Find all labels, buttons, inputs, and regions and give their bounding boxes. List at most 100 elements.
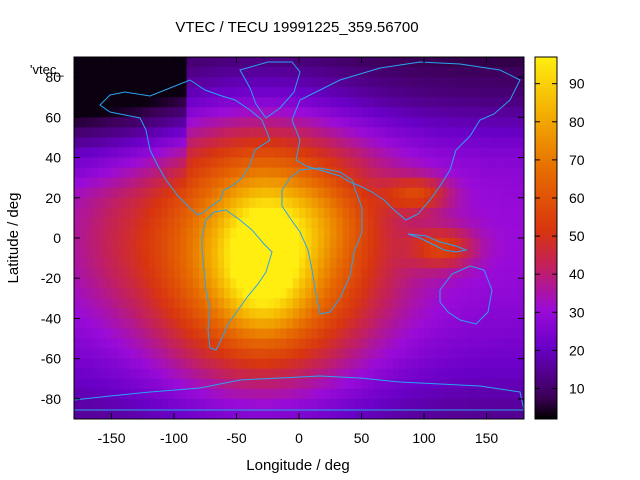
heatmap-cell — [124, 57, 131, 68]
heatmap-cell — [180, 127, 188, 139]
heatmap-cell — [399, 107, 406, 118]
heatmap-cell — [330, 197, 338, 209]
heatmap-cell — [474, 167, 481, 179]
heatmap-cell — [280, 157, 288, 169]
heatmap-cell — [299, 368, 306, 380]
heatmap-cell — [217, 368, 225, 380]
heatmap-cell — [324, 358, 331, 370]
heatmap-cell — [436, 248, 444, 259]
heatmap-cell — [499, 127, 506, 139]
heatmap-cell — [324, 288, 331, 299]
heatmap-cell — [461, 388, 469, 400]
heatmap-cell — [392, 137, 400, 149]
heatmap-cell — [92, 238, 100, 249]
heatmap-cell — [486, 388, 494, 400]
heatmap-cell — [417, 388, 425, 400]
heatmap-cell — [149, 87, 156, 98]
heatmap-cell — [92, 187, 100, 199]
heatmap-cell — [305, 278, 313, 289]
heatmap-cell — [261, 238, 269, 249]
heatmap-cell — [305, 258, 313, 269]
heatmap-cell — [317, 67, 325, 78]
heatmap-cell — [280, 408, 288, 419]
heatmap-cell — [392, 197, 400, 209]
heatmap-cell — [499, 217, 506, 229]
heatmap-cell — [155, 57, 163, 68]
heatmap-cell — [417, 117, 425, 128]
heatmap-cell — [517, 238, 524, 249]
heatmap-cell — [255, 87, 263, 98]
heatmap-cell — [474, 238, 481, 249]
heatmap-cell — [205, 408, 213, 419]
heatmap-cell — [455, 217, 463, 229]
heatmap-cell — [249, 318, 256, 330]
heatmap-cell — [149, 97, 156, 108]
heatmap-cell — [374, 87, 381, 98]
heatmap-cell — [130, 67, 138, 78]
heatmap-cell — [199, 378, 206, 390]
heatmap-cell — [405, 268, 413, 279]
heatmap-cell — [149, 278, 156, 289]
heatmap-cell — [130, 177, 138, 189]
heatmap-cell — [405, 368, 413, 380]
heatmap-cell — [180, 358, 188, 370]
heatmap-cell — [442, 318, 450, 330]
heatmap-cell — [311, 177, 319, 189]
heatmap-cell — [80, 308, 88, 320]
heatmap-cell — [267, 207, 275, 219]
heatmap-cell — [292, 358, 300, 370]
heatmap-cell — [286, 77, 294, 88]
heatmap-cell — [299, 167, 306, 179]
heatmap-cell — [361, 157, 369, 169]
heatmap-cell — [136, 288, 144, 299]
heatmap-cell — [374, 217, 381, 229]
heatmap-cell — [217, 338, 225, 350]
heatmap-cell — [311, 238, 319, 249]
heatmap-cell — [242, 107, 250, 118]
heatmap-cell — [417, 368, 425, 380]
heatmap-cell — [299, 248, 306, 259]
heatmap-cell — [124, 358, 131, 370]
heatmap-cell — [280, 117, 288, 128]
heatmap-cell — [186, 157, 194, 169]
heatmap-cell — [486, 268, 494, 279]
heatmap-cell — [399, 408, 406, 419]
heatmap-cell — [92, 308, 100, 320]
heatmap-cell — [180, 248, 188, 259]
heatmap-cell — [299, 298, 306, 309]
heatmap-cell — [442, 408, 450, 419]
heatmap-cell — [330, 378, 338, 390]
heatmap-cell — [255, 217, 263, 229]
heatmap-cell — [330, 368, 338, 380]
heatmap-cell — [205, 137, 213, 149]
heatmap-cell — [117, 217, 125, 229]
heatmap-cell — [411, 227, 419, 239]
heatmap-cell — [392, 378, 400, 390]
heatmap-cell — [317, 248, 325, 259]
heatmap-cell — [180, 207, 188, 219]
heatmap-cell — [192, 187, 200, 199]
heatmap-cell — [199, 268, 206, 279]
heatmap-cell — [161, 177, 169, 189]
heatmap-cell — [261, 87, 269, 98]
heatmap-cell — [180, 408, 188, 419]
heatmap-cell — [311, 338, 319, 350]
heatmap-cell — [461, 227, 469, 239]
heatmap-cell — [242, 398, 250, 410]
heatmap-cell — [299, 207, 306, 219]
heatmap-cell — [180, 137, 188, 149]
heatmap-cell — [399, 197, 406, 209]
heatmap-cell — [517, 107, 524, 118]
heatmap-cell — [392, 308, 400, 320]
heatmap-cell — [342, 97, 350, 108]
heatmap-cell — [511, 348, 519, 360]
heatmap-cell — [436, 127, 444, 139]
heatmap-cell — [374, 227, 381, 239]
heatmap-cell — [274, 278, 281, 289]
heatmap-cell — [486, 147, 494, 159]
heatmap-cell — [430, 278, 438, 289]
heatmap-cell — [511, 187, 519, 199]
heatmap-cell — [230, 57, 238, 68]
heatmap-cell — [149, 137, 156, 149]
